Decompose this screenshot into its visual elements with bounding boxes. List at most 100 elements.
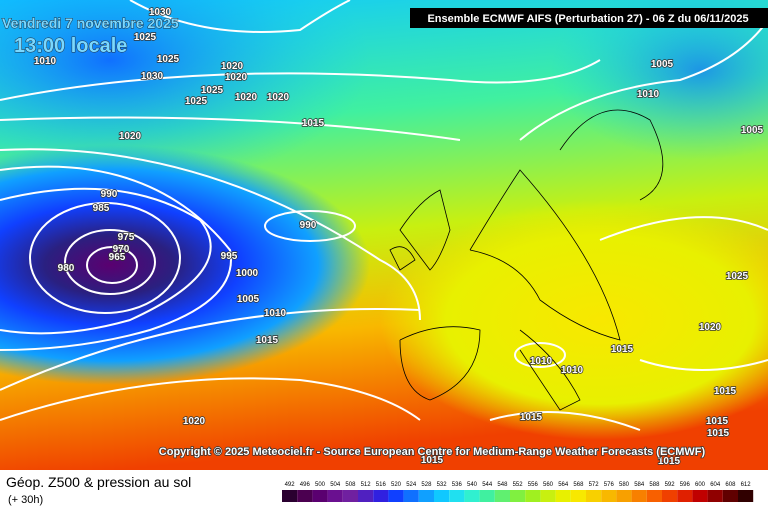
scale-swatch <box>342 490 358 502</box>
scale-label: 596 <box>680 482 691 488</box>
isobar-label: 1015 <box>714 386 737 397</box>
scale-label: 524 <box>406 482 417 488</box>
scale-swatch <box>646 490 662 502</box>
scale-label: 504 <box>330 482 341 488</box>
isobar-label: 1025 <box>726 271 749 282</box>
isobar-label: 1010 <box>34 56 57 67</box>
scale-swatch <box>586 490 602 502</box>
isobar-label: 1030 <box>149 7 172 18</box>
scale-swatch <box>282 490 298 502</box>
scale-swatch <box>525 490 541 502</box>
scale-label: 592 <box>665 482 676 488</box>
scale-swatch <box>631 490 647 502</box>
forecast-date: Vendredi 7 novembre 2025 <box>2 15 179 31</box>
footer-title: Géop. Z500 & pression au sol <box>6 474 191 490</box>
isobar-label: 1015 <box>302 118 325 129</box>
scale-swatch <box>738 490 754 502</box>
scale-label: 560 <box>543 482 554 488</box>
scale-label: 492 <box>285 482 296 488</box>
scale-label: 520 <box>391 482 402 488</box>
isobar-lines <box>0 0 768 430</box>
isobar-label: 1010 <box>264 308 287 319</box>
scale-label: 580 <box>619 482 630 488</box>
scale-swatch <box>388 490 404 502</box>
scale-swatch <box>449 490 465 502</box>
scale-label: 544 <box>482 482 493 488</box>
scale-swatch <box>312 490 328 502</box>
scale-swatch <box>555 490 571 502</box>
isobar-label: 990 <box>300 220 317 231</box>
scale-label: 540 <box>467 482 478 488</box>
scale-swatch <box>403 490 419 502</box>
scale-swatch <box>479 490 495 502</box>
isobar-label: 1025 <box>201 85 224 96</box>
isobar-label: 1015 <box>706 416 729 427</box>
scale-swatch <box>510 490 526 502</box>
scale-swatch <box>662 490 678 502</box>
map <box>0 0 768 470</box>
isobar-label: 1005 <box>741 125 764 136</box>
isobar-label: 1015 <box>658 456 681 467</box>
isobar-label: 1025 <box>134 32 157 43</box>
scale-label: 528 <box>421 482 432 488</box>
scale-swatch <box>327 490 343 502</box>
scale-swatch <box>722 490 738 502</box>
isobar-label: 1030 <box>141 71 164 82</box>
scale-swatch <box>616 490 632 502</box>
scale-label: 496 <box>300 482 311 488</box>
scale-label: 600 <box>695 482 706 488</box>
isobar-label: 1000 <box>236 268 259 279</box>
scale-swatch <box>692 490 708 502</box>
color-scale: 492 496 500 504 508 512 516 520 524 528 532 536 540 5… <box>282 482 754 502</box>
model-title: Ensemble ECMWF AIFS (Perturbation 27) - … <box>427 13 748 25</box>
isobar-label: 1010 <box>530 356 553 367</box>
scale-swatch <box>418 490 434 502</box>
isobar-label: 995 <box>221 251 238 262</box>
isobar-label: 1025 <box>185 96 208 107</box>
scale-swatch <box>464 490 480 502</box>
scale-swatch <box>601 490 617 502</box>
isobar-label: 1020 <box>119 131 142 142</box>
isobar-label: 1020 <box>183 416 206 427</box>
scale-label: 500 <box>315 482 326 488</box>
scale-swatch <box>494 490 510 502</box>
isobar-label: 1015 <box>421 455 444 466</box>
isobar-label: 1020 <box>221 61 244 72</box>
scale-swatch <box>297 490 313 502</box>
isobar-label: 985 <box>93 203 110 214</box>
scale-label: 568 <box>573 482 584 488</box>
isobar-label: 1015 <box>256 335 279 346</box>
scale-swatch <box>373 490 389 502</box>
isobar-label: 1010 <box>561 365 584 376</box>
isobar-label: 1015 <box>611 344 634 355</box>
scale-label: 572 <box>589 482 600 488</box>
isobar-label: 980 <box>58 263 75 274</box>
scale-swatch <box>677 490 693 502</box>
scale-label: 608 <box>725 482 736 488</box>
scale-label: 588 <box>649 482 660 488</box>
scale-label: 556 <box>528 482 539 488</box>
isobar-label: 1005 <box>237 294 260 305</box>
isobar-label: 1020 <box>699 322 722 333</box>
isobar-label: 1005 <box>651 59 674 70</box>
footer-lead: (+ 30h) <box>8 494 43 506</box>
isobar-label: 1015 <box>520 412 543 423</box>
copyright: Copyright © 2025 Meteociel.fr - Source E… <box>159 446 706 458</box>
isobar-label: 970 <box>113 244 130 255</box>
scale-label: 532 <box>437 482 448 488</box>
scale-label: 536 <box>452 482 463 488</box>
scale-label: 516 <box>376 482 387 488</box>
forecast-time: 13:00 locale <box>14 35 127 57</box>
isobar-label: 965 <box>109 252 126 263</box>
scale-swatch <box>358 490 374 502</box>
scale-label: 508 <box>345 482 356 488</box>
scale-label: 584 <box>634 482 645 488</box>
scale-label: 604 <box>710 482 721 488</box>
header-box <box>410 8 768 28</box>
scale-label: 548 <box>497 482 508 488</box>
scale-swatch <box>540 490 556 502</box>
scale-label: 564 <box>558 482 569 488</box>
scale-label: 512 <box>361 482 372 488</box>
isobar-label: 1020 <box>235 92 258 103</box>
